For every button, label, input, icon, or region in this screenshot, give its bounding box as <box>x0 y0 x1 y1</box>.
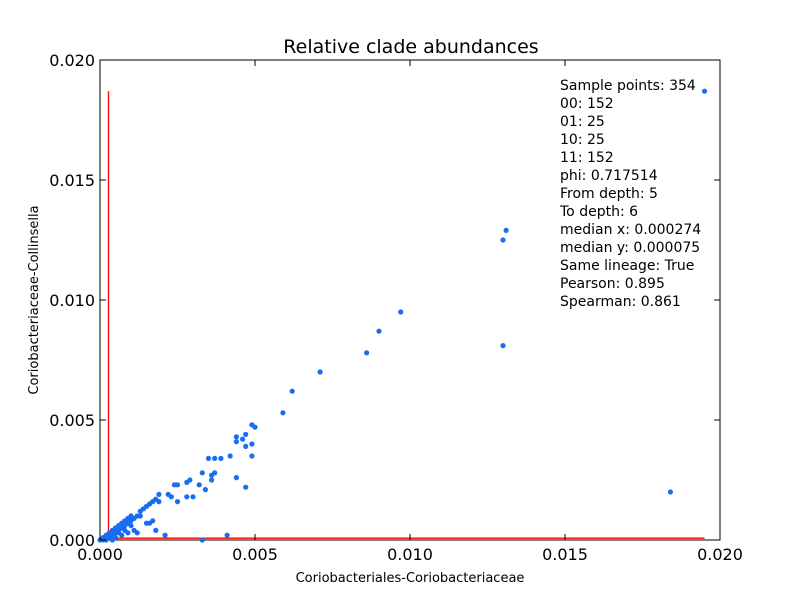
data-point <box>209 477 215 483</box>
data-point <box>701 88 708 94</box>
y-tick-label: 0.000 <box>49 531 95 550</box>
x-tick-label: 0.015 <box>542 545 588 564</box>
x-tick-label: 0.010 <box>387 545 433 564</box>
data-point <box>500 343 506 349</box>
data-point <box>171 482 177 488</box>
x-tick-label: 0.000 <box>77 545 123 564</box>
data-point <box>233 434 239 440</box>
y-tick-label: 0.005 <box>49 411 95 430</box>
data-point <box>212 455 218 461</box>
y-tick-label: 0.010 <box>49 291 95 310</box>
data-point <box>184 479 190 485</box>
annotation-line: median y: 0.000075 <box>560 240 700 256</box>
data-point <box>364 350 370 356</box>
data-point <box>202 487 208 493</box>
data-point <box>184 494 190 500</box>
annotation-line: 11: 152 <box>560 150 614 166</box>
data-point <box>233 439 239 445</box>
data-point <box>116 530 122 536</box>
data-point <box>224 532 230 538</box>
data-point <box>109 537 115 543</box>
data-point <box>137 508 143 514</box>
data-point <box>376 328 382 334</box>
data-points <box>97 88 708 543</box>
data-point <box>243 443 249 449</box>
annotation-line: 00: 152 <box>560 96 614 112</box>
data-point <box>289 388 295 394</box>
stats-annotation: Sample points: 354 00: 152 01: 25 10: 25 11:… <box>559 78 701 310</box>
data-point <box>199 470 205 476</box>
data-point <box>503 227 509 233</box>
annotation-line: Pearson: 0.895 <box>560 276 665 292</box>
data-point <box>233 475 239 481</box>
data-point <box>128 523 134 529</box>
annotation-line: 01: 25 <box>560 114 605 130</box>
data-point <box>227 453 233 459</box>
data-point <box>249 441 255 447</box>
data-point <box>249 453 255 459</box>
data-point <box>131 527 137 534</box>
data-point <box>174 499 181 505</box>
data-point <box>153 527 159 534</box>
y-axis-ticks: 0.000 0.005 0.010 0.015 0.020 <box>49 51 720 550</box>
annotation-line: From depth: 5 <box>560 186 658 202</box>
data-point <box>249 422 255 428</box>
annotation-line: To depth: 6 <box>559 204 638 220</box>
annotation-line: median x: 0.000274 <box>560 222 701 238</box>
data-point <box>317 369 323 375</box>
annotation-line: phi: 0.717514 <box>560 168 658 184</box>
data-point <box>205 455 212 461</box>
annotation-line: Spearman: 0.861 <box>560 294 681 310</box>
data-point <box>280 410 286 416</box>
chart-title: Relative clade abundances <box>283 36 538 58</box>
data-point <box>196 482 202 488</box>
plot-area <box>99 59 721 541</box>
x-axis-title: Coriobacteriales-Coriobacteriaceae <box>296 571 525 586</box>
annotation-line: Same lineage: True <box>560 258 694 274</box>
data-point <box>156 491 162 497</box>
data-point <box>103 537 109 543</box>
annotation-line: Sample points: 354 <box>560 78 696 94</box>
data-point <box>243 431 249 437</box>
data-point <box>209 472 215 478</box>
data-point <box>143 520 150 526</box>
x-tick-label: 0.005 <box>232 545 278 564</box>
data-point <box>218 455 224 461</box>
data-point <box>667 489 674 495</box>
x-tick-label: 0.020 <box>697 545 743 564</box>
annotation-line: 10: 25 <box>560 132 605 148</box>
y-tick-label: 0.015 <box>49 171 95 190</box>
data-point <box>243 484 249 490</box>
data-point <box>199 537 205 543</box>
data-point <box>398 309 404 315</box>
data-point <box>240 436 246 442</box>
y-tick-label: 0.020 <box>49 51 95 70</box>
y-axis-title: Coriobacteriaceae-Collinsella <box>27 205 42 394</box>
data-point <box>165 491 171 497</box>
data-point <box>500 237 506 243</box>
data-point <box>122 527 128 534</box>
x-axis-ticks: 0.000 0.005 0.010 0.015 0.020 <box>77 60 743 564</box>
data-point <box>190 494 196 500</box>
data-point <box>162 532 168 538</box>
